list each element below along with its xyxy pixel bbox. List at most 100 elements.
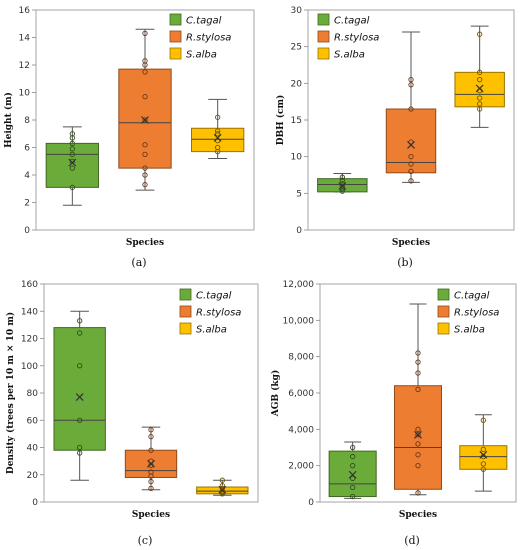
data-point [408,168,414,174]
legend-swatch [169,47,182,60]
data-point [477,69,483,75]
legend-label: C.tagal [196,291,232,302]
data-point [215,144,221,151]
box-series-c-tagal [317,173,368,194]
y-tick-label: 12,000 [283,280,315,290]
y-tick-label: 4,000 [288,425,314,435]
data-point [415,350,421,356]
data-point [142,30,148,37]
data-point [477,101,483,107]
box-series-c-tagal [45,126,99,206]
legend: C.tagal R.stylosa S.alba [317,13,379,61]
y-tick-label: 10,000 [283,316,315,326]
legend-label: C.tagal [334,16,370,27]
box-iqr [53,327,106,451]
mean-marker [141,116,149,124]
box-series-s-alba [454,25,505,128]
box-iqr [45,142,99,188]
mean-marker-stroke [141,116,149,124]
data-point [77,450,83,456]
y-axis-label: AGB (kg) [270,370,281,417]
data-point [350,444,356,451]
data-point [408,77,414,83]
mean-marker-stroke [338,182,347,190]
mean-marker-stroke [218,485,227,494]
y-tick-label: 100 [21,362,38,372]
data-point [408,106,414,112]
data-point [480,466,486,472]
data-point [215,128,221,134]
y-tick-label: 2,000 [288,462,314,472]
y-axis-label: Density (trees per 10 m × 10 m) [5,312,16,474]
box-series-s-alba [196,477,249,497]
legend-label: R.stylosa [334,33,379,44]
y-tick-label: 4 [24,171,30,181]
data-point [415,359,421,365]
legend-swatch [437,305,450,318]
data-point [477,106,483,112]
legend-swatch [317,30,330,43]
legend-swatch [169,30,182,43]
data-point [408,82,414,88]
y-tick-label: 6 [24,144,30,154]
box-iqr [118,68,172,169]
data-point [477,95,483,101]
y-tick-label: 120 [21,335,38,345]
data-point [415,441,421,447]
mean-marker-stroke [75,393,84,402]
mean-marker-stroke [68,158,77,167]
box-iqr [385,108,437,174]
data-point [350,484,356,491]
legend-label: C.tagal [454,291,490,302]
data-point [477,77,483,83]
box-series-r-stylosa [124,426,178,492]
y-tick-label: 10 [19,89,31,99]
mean-marker [407,141,415,149]
x-axis-label: Species [132,510,170,520]
data-point [77,318,83,324]
y-tick-label: 6,000 [288,389,314,399]
y-tick-label: 80 [27,389,39,399]
mean-marker [68,158,77,167]
mean-marker [218,485,227,494]
data-point [142,142,148,148]
legend-label: R.stylosa [454,308,499,319]
chart-panel-b: 0 5 10 15 20 25 30 DBH (cm) Species C.tagal R.styl… [275,6,515,248]
data-point [408,161,414,167]
box-iqr [191,127,245,153]
legend: C.tagal R.stylosa S.alba [179,288,241,336]
data-point [219,477,225,483]
data-point [77,417,83,423]
x-axis-label: Species [126,238,164,248]
data-point [350,475,356,482]
box-series-r-stylosa [118,28,172,191]
legend-swatch [179,288,192,301]
data-point [142,172,148,178]
mean-marker [475,84,484,93]
mean-marker-stroke [213,133,222,142]
mean-marker-stroke [348,470,357,479]
data-point [69,131,75,137]
data-point [480,446,486,452]
data-point [142,151,148,158]
data-point [339,174,345,180]
data-point [339,183,345,189]
mean-marker [75,393,84,402]
data-point [148,427,154,433]
y-tick-label: 0 [32,498,38,508]
x-axis-label: Species [399,510,437,520]
data-point [408,178,414,184]
data-point [339,188,345,194]
data-point [69,165,75,171]
data-point [350,453,356,460]
data-point [215,114,221,120]
data-point [142,93,148,100]
y-tick-label: 12 [19,61,30,71]
legend-swatch [169,13,182,26]
y-tick-label: 20 [27,471,39,481]
y-tick-label: 160 [21,280,38,290]
data-point [408,154,414,160]
mean-marker-stroke [479,450,488,459]
data-point [69,151,75,158]
data-point [69,146,75,152]
